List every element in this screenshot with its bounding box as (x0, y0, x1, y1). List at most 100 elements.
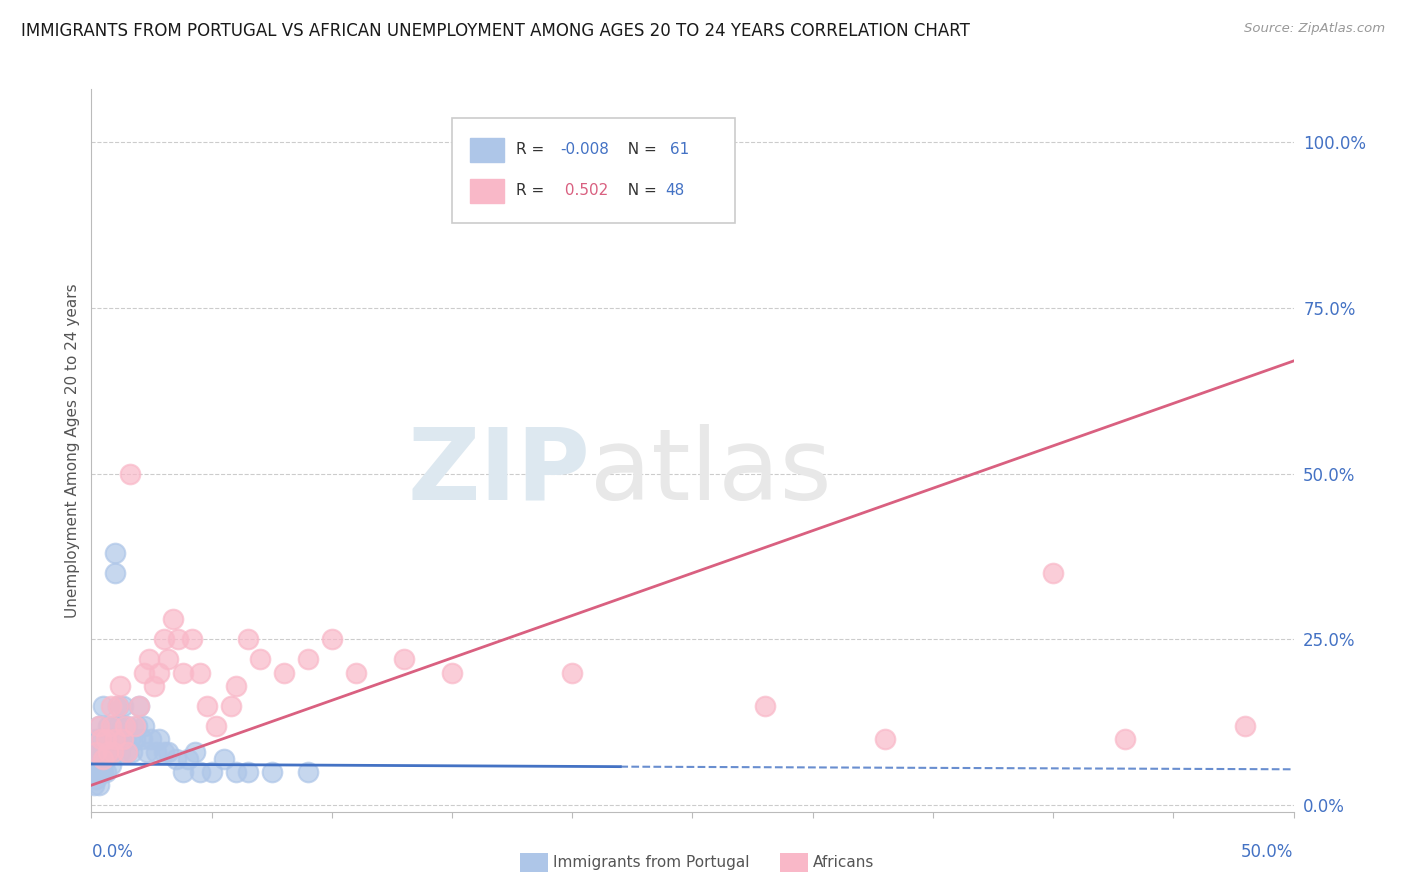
Point (87, 718, 110, 732)
Point (121, 745, 143, 759)
Point (93, 764, 115, 779)
Point (107, 718, 129, 732)
Point (201, 764, 224, 779)
Point (152, 745, 174, 759)
Point (135, 745, 157, 759)
Point (167, 632, 190, 647)
Point (93, 698, 115, 713)
Text: IMMIGRANTS FROM PORTUGAL VS AFRICAN UNEMPLOYMENT AMONG AGES 20 TO 24 YEARS CORRE: IMMIGRANTS FROM PORTUGAL VS AFRICAN UNEM… (21, 22, 970, 40)
Point (134, 718, 156, 732)
Point (107, 698, 129, 713)
FancyBboxPatch shape (451, 118, 734, 223)
Point (157, 652, 180, 666)
Point (117, 718, 139, 732)
Point (87, 745, 110, 759)
Bar (470, 178, 503, 203)
Point (138, 652, 160, 666)
Point (114, 718, 136, 732)
Point (110, 679, 132, 693)
Point (100, 731, 122, 746)
Point (90, 764, 112, 779)
Point (321, 632, 343, 647)
Point (1042, 566, 1064, 580)
Point (172, 764, 194, 779)
Point (128, 698, 150, 713)
Point (249, 652, 271, 666)
Point (1234, 718, 1257, 732)
Text: N =: N = (617, 142, 662, 157)
Point (104, 731, 127, 746)
Point (195, 698, 218, 713)
Point (236, 632, 259, 647)
Point (205, 718, 228, 732)
Text: 61: 61 (665, 142, 689, 157)
Point (165, 752, 187, 766)
Point (188, 665, 211, 680)
Point (212, 752, 235, 766)
Point (188, 764, 211, 779)
Point (118, 467, 141, 481)
Point (94, 731, 117, 746)
Point (104, 546, 127, 560)
Point (141, 731, 163, 746)
Point (97, 745, 120, 759)
Text: R =: R = (516, 183, 548, 198)
Point (754, 698, 776, 713)
Point (117, 745, 139, 759)
Point (100, 718, 122, 732)
Text: Africans: Africans (813, 855, 875, 870)
Text: Source: ZipAtlas.com: Source: ZipAtlas.com (1244, 22, 1385, 36)
Point (236, 764, 259, 779)
Point (344, 665, 367, 680)
Text: R =: R = (516, 142, 548, 157)
Point (90, 731, 112, 746)
Point (83, 764, 105, 779)
Point (181, 632, 204, 647)
Point (176, 752, 198, 766)
Point (83, 778, 105, 792)
Point (117, 745, 139, 759)
Text: ZIP: ZIP (408, 424, 591, 521)
Point (260, 764, 283, 779)
Point (94, 752, 117, 766)
Point (101, 745, 124, 759)
Point (93, 752, 115, 766)
Point (148, 731, 170, 746)
Point (97, 718, 120, 732)
Text: N =: N = (617, 183, 662, 198)
Point (134, 665, 156, 680)
Point (873, 731, 896, 746)
Point (124, 718, 146, 732)
Point (184, 745, 207, 759)
Point (125, 718, 148, 732)
Text: 48: 48 (665, 183, 685, 198)
Text: 0.0%: 0.0% (91, 843, 134, 861)
Point (101, 718, 124, 732)
Text: 0.502: 0.502 (560, 183, 609, 198)
Point (124, 731, 146, 746)
Point (87, 718, 110, 732)
Point (273, 665, 295, 680)
Point (84, 731, 107, 746)
Y-axis label: Unemployment Among Ages 20 to 24 years: Unemployment Among Ages 20 to 24 years (65, 283, 80, 618)
Point (100, 758, 122, 772)
Point (84, 745, 107, 759)
Point (83, 745, 105, 759)
Point (172, 665, 194, 680)
Point (609, 169, 631, 183)
Point (392, 652, 415, 666)
Point (157, 745, 180, 759)
Point (110, 745, 132, 759)
Text: atlas: atlas (591, 424, 832, 521)
Point (84, 772, 107, 786)
Point (94, 764, 117, 779)
Point (225, 764, 247, 779)
Point (114, 731, 136, 746)
Point (97, 745, 120, 759)
Text: 50.0%: 50.0% (1241, 843, 1294, 861)
Point (101, 745, 124, 759)
Point (131, 731, 153, 746)
Point (118, 731, 141, 746)
Point (90, 731, 112, 746)
Point (94, 731, 117, 746)
